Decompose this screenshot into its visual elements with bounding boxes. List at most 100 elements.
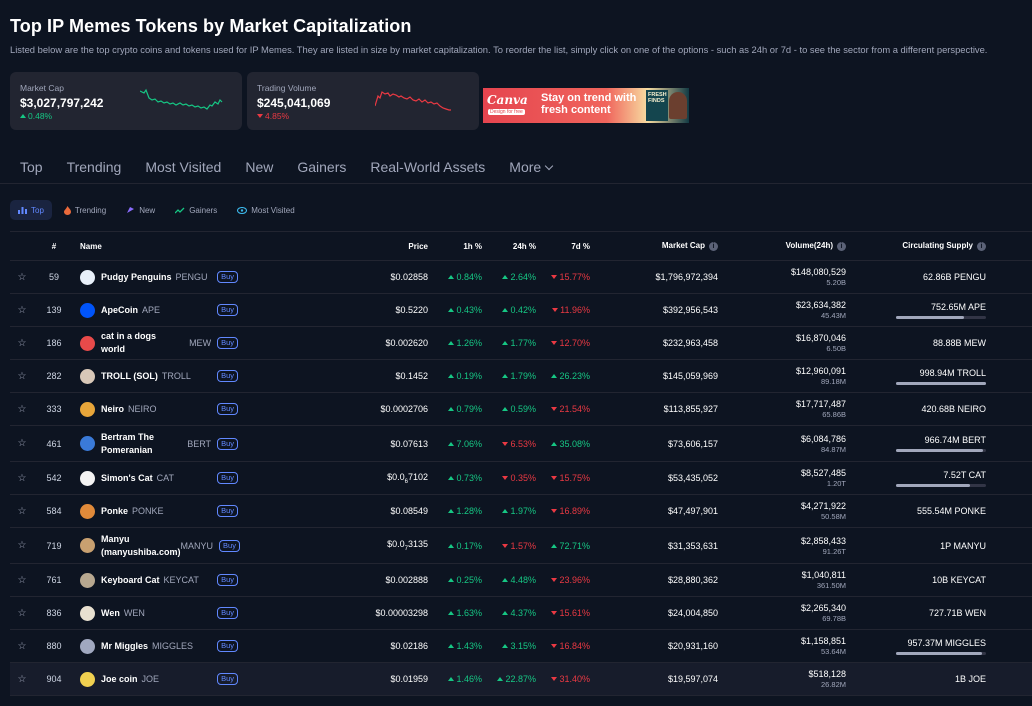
name-cell[interactable]: Joe coin JOE Buy xyxy=(74,662,244,696)
name-cell[interactable]: Simon's Cat CAT Buy xyxy=(74,461,244,495)
buy-button[interactable]: Buy xyxy=(217,437,238,450)
header-name[interactable]: Name xyxy=(74,231,244,261)
watchlist-star[interactable]: ☆ xyxy=(10,425,34,462)
star-icon[interactable]: ☆ xyxy=(17,640,27,652)
buy-button[interactable]: Buy xyxy=(217,673,238,685)
header-24h[interactable]: 24h % xyxy=(488,231,542,261)
name-cell[interactable]: Bertram The Pomeranian BERT Buy xyxy=(74,425,244,462)
table-row[interactable]: ☆ 461 Bertram The Pomeranian BERT Buy $0.0761… xyxy=(10,425,1032,462)
info-icon[interactable]: i xyxy=(837,242,846,251)
star-icon[interactable]: ☆ xyxy=(17,505,27,517)
table-row[interactable]: ☆ 59 Pudgy Penguins PENGU Buy $0.02858 0.84% 2.… xyxy=(10,260,1032,294)
star-icon[interactable]: ☆ xyxy=(17,540,27,551)
tab-most-visited[interactable]: Most Visited xyxy=(145,159,222,175)
table-row[interactable]: ☆ 836 Wen WEN Buy $0.00003298 1.63% 4.37% 15.61%… xyxy=(10,596,1032,630)
table-row[interactable]: ☆ 139 ApeCoin APE Buy $0.5220 0.43% 0.42% 11.96%… xyxy=(10,293,1032,327)
token-name[interactable]: Joe coin xyxy=(101,674,138,684)
table-row[interactable]: ☆ 333 Neiro NEIRO Buy $0.0002706 0.79% 0.59% 21.… xyxy=(10,392,1032,426)
star-icon[interactable]: ☆ xyxy=(17,574,27,586)
filter-new[interactable]: New xyxy=(118,200,163,220)
watchlist-star[interactable]: ☆ xyxy=(10,260,34,294)
token-name[interactable]: Pudgy Penguins xyxy=(101,272,172,282)
star-icon[interactable]: ☆ xyxy=(17,673,27,685)
header-market-cap[interactable]: Market Cap i xyxy=(596,231,724,261)
header-7d[interactable]: 7d % xyxy=(542,231,596,261)
header-volume[interactable]: Volume(24h) i xyxy=(724,231,852,261)
table-row[interactable]: ☆ 761 Keyboard Cat KEYCAT Buy $0.002888 0.25% 4… xyxy=(10,563,1032,597)
filter-top[interactable]: Top xyxy=(10,200,52,220)
star-icon[interactable]: ☆ xyxy=(17,271,27,283)
token-name[interactable]: Mr Miggles xyxy=(101,641,149,651)
filter-trending[interactable]: Trending xyxy=(56,200,114,220)
watchlist-star[interactable]: ☆ xyxy=(10,662,34,696)
tab-trending[interactable]: Trending xyxy=(66,159,122,175)
trading-volume-card[interactable]: Trading Volume $245,041,069 4.85% xyxy=(247,72,479,130)
table-row[interactable]: ☆ 719 Manyu (manyushiba.com) MANYU Buy $0.073… xyxy=(10,527,1032,564)
star-icon[interactable]: ☆ xyxy=(17,304,27,316)
star-icon[interactable]: ☆ xyxy=(17,403,27,415)
token-name[interactable]: Simon's Cat xyxy=(101,473,153,483)
watchlist-star[interactable]: ☆ xyxy=(10,359,34,393)
name-cell[interactable]: cat in a dogs world MEW Buy xyxy=(74,326,244,360)
token-name[interactable]: Keyboard Cat xyxy=(101,575,160,585)
name-cell[interactable]: Mr Miggles MIGGLES Buy xyxy=(74,629,244,663)
tab-more[interactable]: More xyxy=(509,159,554,177)
star-icon[interactable]: ☆ xyxy=(17,370,27,382)
buy-button[interactable]: Buy xyxy=(219,539,240,552)
star-icon[interactable]: ☆ xyxy=(17,607,27,619)
table-row[interactable]: ☆ 904 Joe coin JOE Buy $0.01959 1.46% 22.87% 31.… xyxy=(10,662,1032,696)
watchlist-star[interactable]: ☆ xyxy=(10,596,34,630)
buy-button[interactable]: Buy xyxy=(217,403,238,415)
buy-button[interactable]: Buy xyxy=(217,337,238,349)
info-icon[interactable]: i xyxy=(709,242,718,251)
filter-most-visited[interactable]: Most Visited xyxy=(229,200,302,220)
watchlist-star[interactable]: ☆ xyxy=(10,326,34,360)
star-icon[interactable]: ☆ xyxy=(17,337,27,349)
header-1h[interactable]: 1h % xyxy=(434,231,488,261)
table-row[interactable]: ☆ 282 TROLL (SOL) TROLL Buy $0.1452 0.19% 1.79%… xyxy=(10,359,1032,393)
token-name[interactable]: Manyu (manyushiba.com) xyxy=(101,533,181,557)
token-name[interactable]: Bertram The Pomeranian xyxy=(101,431,155,455)
name-cell[interactable]: Ponke PONKE Buy xyxy=(74,494,244,528)
header-supply[interactable]: Circulating Supply i xyxy=(852,231,992,261)
canva-advertisement[interactable]: Canva Design for free Stay on trend with… xyxy=(483,88,689,123)
tab-gainers[interactable]: Gainers xyxy=(297,159,347,175)
buy-button[interactable]: Buy xyxy=(217,640,238,652)
token-name[interactable]: Wen xyxy=(101,608,120,618)
table-row[interactable]: ☆ 542 Simon's Cat CAT Buy $0.067102 0.73% 0.35%… xyxy=(10,461,1032,495)
watchlist-star[interactable]: ☆ xyxy=(10,527,34,564)
watchlist-star[interactable]: ☆ xyxy=(10,461,34,495)
token-name[interactable]: Ponke xyxy=(101,506,129,516)
buy-button[interactable]: Buy xyxy=(217,304,238,316)
info-icon[interactable]: i xyxy=(977,242,986,251)
buy-button[interactable]: Buy xyxy=(217,472,238,484)
token-name[interactable]: Neiro xyxy=(101,404,125,414)
table-row[interactable]: ☆ 186 cat in a dogs world MEW Buy $0.002620 1.… xyxy=(10,326,1032,360)
name-cell[interactable]: TROLL (SOL) TROLL Buy xyxy=(74,359,244,393)
tab-new[interactable]: New xyxy=(245,159,274,175)
filter-gainers[interactable]: Gainers xyxy=(167,200,225,220)
star-icon[interactable]: ☆ xyxy=(17,438,27,449)
tab-top[interactable]: Top xyxy=(20,159,43,175)
name-cell[interactable]: Keyboard Cat KEYCAT Buy xyxy=(74,563,244,597)
buy-button[interactable]: Buy xyxy=(217,370,238,382)
watchlist-star[interactable]: ☆ xyxy=(10,629,34,663)
buy-button[interactable]: Buy xyxy=(217,607,238,619)
watchlist-star[interactable]: ☆ xyxy=(10,293,34,327)
name-cell[interactable]: Pudgy Penguins PENGU Buy xyxy=(74,260,244,294)
name-cell[interactable]: Manyu (manyushiba.com) MANYU Buy xyxy=(74,527,244,564)
buy-button[interactable]: Buy xyxy=(217,505,238,517)
token-name[interactable]: ApeCoin xyxy=(101,305,138,315)
buy-button[interactable]: Buy xyxy=(217,271,238,283)
header-price[interactable]: Price xyxy=(244,231,434,261)
watchlist-star[interactable]: ☆ xyxy=(10,494,34,528)
tab-real-world-assets[interactable]: Real-World Assets xyxy=(370,159,486,175)
table-row[interactable]: ☆ 584 Ponke PONKE Buy $0.08549 1.28% 1.97% 16.89… xyxy=(10,494,1032,528)
token-name[interactable]: cat in a dogs world xyxy=(101,331,157,354)
name-cell[interactable]: Wen WEN Buy xyxy=(74,596,244,630)
watchlist-star[interactable]: ☆ xyxy=(10,392,34,426)
market-cap-card[interactable]: Market Cap $3,027,797,242 0.48% xyxy=(10,72,242,130)
star-icon[interactable]: ☆ xyxy=(17,472,27,484)
header-rank[interactable]: # xyxy=(34,231,74,261)
name-cell[interactable]: ApeCoin APE Buy xyxy=(74,293,244,327)
